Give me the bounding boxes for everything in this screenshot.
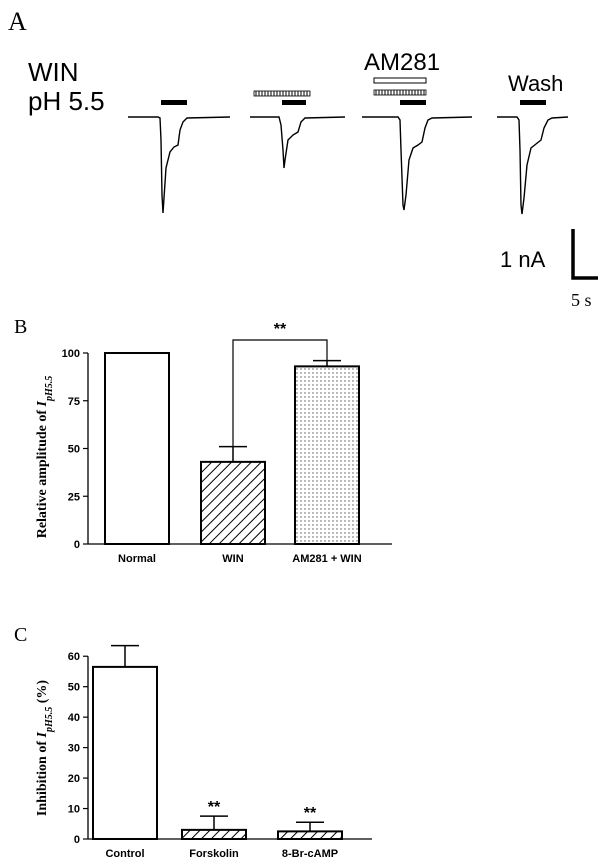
scale-bar [571, 229, 598, 280]
y-tick-label: 50 [68, 444, 80, 456]
x-tick-label: WIN [222, 553, 243, 565]
ph-application-bar-2 [282, 100, 306, 105]
panel-b-letter: B [14, 316, 27, 338]
y-tick-label: 50 [68, 682, 80, 694]
significance-mark: ** [208, 799, 221, 816]
significance-mark: ** [304, 805, 317, 822]
significance-bracket [232, 339, 328, 447]
ph-label: pH 5.5 [28, 86, 105, 116]
y-tick-label: 25 [68, 491, 80, 503]
y-tick-label: 0 [74, 539, 80, 551]
current-trace-3 [362, 116, 473, 211]
bar-forskolin [181, 828, 247, 840]
ph-application-bar-4 [520, 100, 546, 105]
win-label: WIN [28, 57, 79, 87]
bar-win [200, 460, 266, 545]
y-tick-label: 20 [68, 773, 80, 785]
bar-8-br-camp [277, 830, 343, 841]
current-trace-2 [250, 116, 346, 169]
x-tick-label: 8-Br-cAMP [282, 848, 338, 860]
y-tick-label: 40 [68, 712, 80, 724]
panel-c: C Inhibition of IpH5.5 (%) 0 10 20 30 40 50 60… [14, 624, 372, 860]
ph-application-bar-3 [400, 100, 426, 105]
am281-label: AM281 [364, 49, 440, 76]
win-application-bar-3 [373, 89, 427, 96]
y-tick-label: 0 [74, 834, 80, 846]
panel-b-y-axis-label: Relative amplitude of IpH5.5 [35, 376, 55, 539]
ph-application-bar-1 [161, 100, 187, 105]
x-tick-label: Normal [118, 553, 156, 565]
significance-label: ** [274, 321, 287, 338]
bar-am281-win [294, 365, 360, 545]
current-trace-1 [128, 116, 231, 214]
panel-a-letter: A [8, 7, 27, 36]
x-tick-label: Control [105, 848, 144, 860]
am281-application-bar [373, 77, 427, 84]
bar-control [92, 665, 158, 841]
win-application-bar-2 [253, 90, 311, 97]
x-tick-label: AM281 + WIN [292, 553, 361, 565]
y-tick-label: 100 [62, 348, 80, 360]
scale-time-label: 5 s [571, 290, 592, 310]
x-tick-label: Forskolin [189, 848, 239, 860]
panel-c-letter: C [14, 624, 27, 646]
y-tick-label: 75 [68, 396, 80, 408]
y-tick-label: 60 [68, 651, 80, 663]
scale-current-label: 1 nA [500, 247, 546, 272]
panel-a: A WIN pH 5.5 AM281 Wash 1 nA 5 s [8, 7, 598, 310]
panel-b: B Relative amplitude of IpH5.5 0 25 50 75 10… [14, 316, 392, 565]
y-tick-label: 30 [68, 743, 80, 755]
y-tick-label: 10 [68, 804, 80, 816]
current-trace-4 [497, 116, 569, 215]
bar-normal [104, 352, 170, 545]
panel-c-y-axis-label: Inhibition of IpH5.5 (%) [35, 680, 55, 816]
wash-label: Wash [508, 71, 563, 96]
